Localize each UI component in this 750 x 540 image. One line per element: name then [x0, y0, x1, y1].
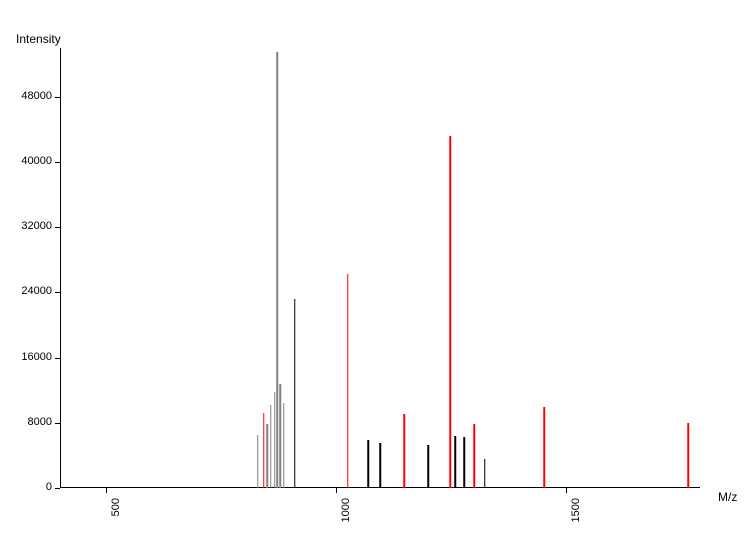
- spectrum-peak: [270, 405, 272, 488]
- spectrum-peak: [484, 459, 486, 488]
- y-tick-label: 32000: [0, 220, 52, 232]
- plot-area: [60, 48, 700, 488]
- x-tick-label: 500: [110, 498, 122, 530]
- y-tick-label: 48000: [0, 90, 52, 102]
- spectrum-peak: [257, 435, 259, 488]
- spectrum-peak: [404, 414, 406, 488]
- x-tick: [106, 488, 107, 493]
- y-axis-label: Intensity: [16, 32, 61, 46]
- spectrum-peak: [428, 445, 430, 488]
- spectrum-peak: [464, 437, 466, 488]
- x-tick: [566, 488, 567, 493]
- y-tick: [55, 227, 60, 228]
- spectrum-peak: [294, 299, 296, 488]
- spectrum-peak: [347, 274, 349, 488]
- x-axis-label: M/z: [718, 490, 737, 504]
- spectrum-peak: [454, 436, 456, 488]
- x-tick-label: 1500: [570, 498, 582, 530]
- y-tick: [55, 292, 60, 293]
- mass-spectrum-chart: Intensity M/z 0 8000 16000 24000 32000 40000 4…: [0, 0, 750, 540]
- y-tick-label: 24000: [0, 285, 52, 297]
- y-tick: [55, 488, 60, 489]
- y-tick: [55, 358, 60, 359]
- spectrum-peak: [688, 423, 690, 488]
- spectrum-peak: [266, 424, 268, 488]
- y-tick-label: 8000: [0, 416, 52, 428]
- spectrum-peak: [277, 52, 279, 488]
- y-tick-label: 16000: [0, 351, 52, 363]
- spectrum-peak: [279, 384, 281, 488]
- y-tick: [55, 97, 60, 98]
- spectrum-peak: [379, 443, 381, 488]
- y-tick: [55, 162, 60, 163]
- spectrum-peak: [474, 424, 476, 488]
- spectrum-peak: [450, 136, 452, 488]
- spectrum-peak: [544, 407, 546, 488]
- spectrum-peak: [283, 403, 285, 488]
- spectrum-peak: [274, 392, 276, 488]
- spectrum-peak: [368, 440, 370, 488]
- spectrum-peak: [263, 413, 265, 488]
- y-tick: [55, 423, 60, 424]
- y-tick-label: 0: [0, 481, 52, 493]
- y-tick-label: 40000: [0, 155, 52, 167]
- x-tick: [336, 488, 337, 493]
- x-tick-label: 1000: [340, 498, 352, 530]
